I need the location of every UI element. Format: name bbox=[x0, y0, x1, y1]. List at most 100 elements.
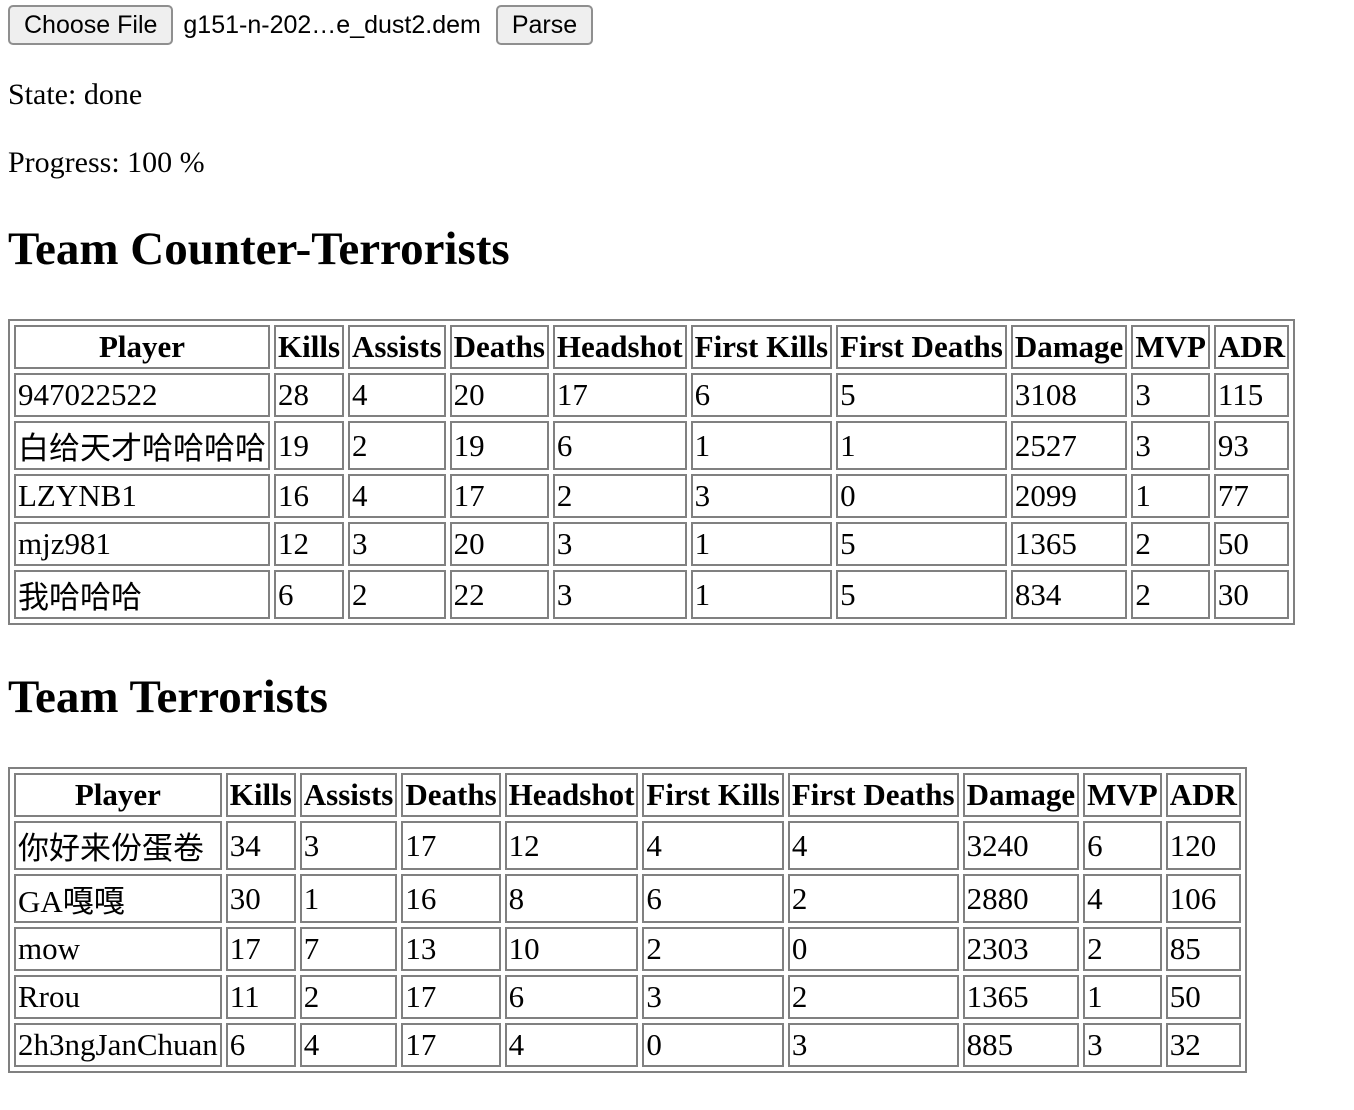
parse-button[interactable]: Parse bbox=[495, 5, 594, 45]
cell-damage: 3108 bbox=[1010, 373, 1128, 417]
column-header-first-kills: First Kills bbox=[690, 325, 833, 369]
cell-adr: 85 bbox=[1165, 927, 1241, 971]
cell-first-kills: 0 bbox=[642, 1023, 784, 1067]
cell-deaths: 16 bbox=[401, 874, 501, 923]
table-row: 2h3ngJanChuan 6 4 17 4 0 3 885 3 32 bbox=[14, 1023, 1241, 1067]
cell-mvp: 1 bbox=[1083, 975, 1162, 1019]
table-row: 你好来份蛋卷 34 3 17 12 4 4 3240 6 120 bbox=[14, 821, 1241, 870]
cell-damage: 1365 bbox=[1010, 522, 1128, 566]
cell-mvp: 1 bbox=[1131, 474, 1210, 518]
cell-deaths: 19 bbox=[449, 421, 549, 470]
cell-first-deaths: 4 bbox=[787, 821, 959, 870]
cell-mvp: 3 bbox=[1131, 421, 1210, 470]
cell-adr: 106 bbox=[1165, 874, 1241, 923]
cell-kills: 16 bbox=[274, 474, 345, 518]
table-row: GA嘎嘎 30 1 16 8 6 2 2880 4 106 bbox=[14, 874, 1241, 923]
cell-deaths: 13 bbox=[401, 927, 501, 971]
cell-headshot: 2 bbox=[552, 474, 687, 518]
table-row: mow 17 7 13 10 2 0 2303 2 85 bbox=[14, 927, 1241, 971]
progress-text: Progress: 100 % bbox=[8, 146, 205, 179]
column-header-kills: Kills bbox=[274, 325, 345, 369]
cell-deaths: 17 bbox=[401, 1023, 501, 1067]
column-header-player: Player bbox=[14, 325, 270, 369]
column-header-damage: Damage bbox=[1010, 325, 1128, 369]
cell-player: GA嘎嘎 bbox=[14, 874, 222, 923]
cell-deaths: 22 bbox=[449, 570, 549, 619]
cell-adr: 30 bbox=[1213, 570, 1290, 619]
cell-deaths: 20 bbox=[449, 373, 549, 417]
cell-deaths: 17 bbox=[449, 474, 549, 518]
cell-first-kills: 4 bbox=[642, 821, 784, 870]
cell-kills: 28 bbox=[274, 373, 345, 417]
cell-player: mjz981 bbox=[14, 522, 270, 566]
cell-first-kills: 1 bbox=[690, 421, 833, 470]
state-text: State: done bbox=[8, 78, 143, 111]
cell-headshot: 4 bbox=[504, 1023, 639, 1067]
team-ct-title: Team Counter-Terrorists bbox=[8, 223, 510, 275]
cell-kills: 6 bbox=[225, 1023, 296, 1067]
cell-assists: 2 bbox=[299, 975, 398, 1019]
cell-mvp: 2 bbox=[1131, 522, 1210, 566]
cell-adr: 32 bbox=[1165, 1023, 1241, 1067]
cell-deaths: 17 bbox=[401, 975, 501, 1019]
cell-assists: 3 bbox=[348, 522, 446, 566]
cell-damage: 834 bbox=[1010, 570, 1128, 619]
cell-assists: 4 bbox=[299, 1023, 398, 1067]
cell-damage: 1365 bbox=[962, 975, 1080, 1019]
cell-player: 你好来份蛋卷 bbox=[14, 821, 222, 870]
column-header-deaths: Deaths bbox=[401, 773, 501, 817]
cell-mvp: 2 bbox=[1131, 570, 1210, 619]
cell-first-deaths: 0 bbox=[787, 927, 959, 971]
cell-kills: 30 bbox=[225, 874, 296, 923]
table-header-row: Player Kills Assists Deaths Headshot First Ki… bbox=[14, 773, 1241, 817]
column-header-first-kills: First Kills bbox=[642, 773, 784, 817]
cell-headshot: 12 bbox=[504, 821, 639, 870]
choose-file-button[interactable]: Choose File bbox=[8, 5, 174, 45]
column-header-damage: Damage bbox=[962, 773, 1080, 817]
cell-assists: 2 bbox=[348, 421, 446, 470]
cell-assists: 4 bbox=[348, 474, 446, 518]
cell-adr: 77 bbox=[1213, 474, 1290, 518]
cell-first-kills: 6 bbox=[642, 874, 784, 923]
column-header-adr: ADR bbox=[1165, 773, 1241, 817]
cell-damage: 3240 bbox=[962, 821, 1080, 870]
column-header-assists: Assists bbox=[299, 773, 398, 817]
cell-first-deaths: 2 bbox=[787, 874, 959, 923]
cell-player: Rrou bbox=[14, 975, 222, 1019]
cell-first-deaths: 1 bbox=[836, 421, 1007, 470]
cell-kills: 11 bbox=[225, 975, 296, 1019]
table-row: LZYNB1 16 4 17 2 3 0 2099 1 77 bbox=[14, 474, 1290, 518]
cell-adr: 93 bbox=[1213, 421, 1290, 470]
column-header-assists: Assists bbox=[348, 325, 446, 369]
cell-assists: 7 bbox=[299, 927, 398, 971]
cell-damage: 2527 bbox=[1010, 421, 1128, 470]
cell-mvp: 2 bbox=[1083, 927, 1162, 971]
team-t-title: Team Terrorists bbox=[8, 671, 328, 723]
cell-first-deaths: 3 bbox=[787, 1023, 959, 1067]
cell-first-deaths: 5 bbox=[836, 373, 1007, 417]
cell-headshot: 8 bbox=[504, 874, 639, 923]
cell-first-kills: 2 bbox=[642, 927, 784, 971]
cell-player: 2h3ngJanChuan bbox=[14, 1023, 222, 1067]
column-header-player: Player bbox=[14, 773, 222, 817]
cell-deaths: 17 bbox=[401, 821, 501, 870]
cell-first-deaths: 5 bbox=[836, 522, 1007, 566]
table-row: 947022522 28 4 20 17 6 5 3108 3 115 bbox=[14, 373, 1290, 417]
cell-player: 白给天才哈哈哈哈 bbox=[14, 421, 270, 470]
table-row: mjz981 12 3 20 3 1 5 1365 2 50 bbox=[14, 522, 1290, 566]
cell-headshot: 3 bbox=[552, 570, 687, 619]
table-header-row: Player Kills Assists Deaths Headshot First Ki… bbox=[14, 325, 1290, 369]
cell-player: mow bbox=[14, 927, 222, 971]
cell-damage: 2880 bbox=[962, 874, 1080, 923]
cell-first-kills: 3 bbox=[642, 975, 784, 1019]
team-t-table: Player Kills Assists Deaths Headshot First Ki… bbox=[8, 767, 1247, 1073]
cell-headshot: 3 bbox=[552, 522, 687, 566]
cell-first-kills: 6 bbox=[690, 373, 833, 417]
table-row: Rrou 11 2 17 6 3 2 1365 1 50 bbox=[14, 975, 1241, 1019]
cell-first-deaths: 2 bbox=[787, 975, 959, 1019]
column-header-mvp: MVP bbox=[1131, 325, 1210, 369]
cell-first-deaths: 5 bbox=[836, 570, 1007, 619]
column-header-kills: Kills bbox=[225, 773, 296, 817]
cell-player: 947022522 bbox=[14, 373, 270, 417]
cell-headshot: 10 bbox=[504, 927, 639, 971]
